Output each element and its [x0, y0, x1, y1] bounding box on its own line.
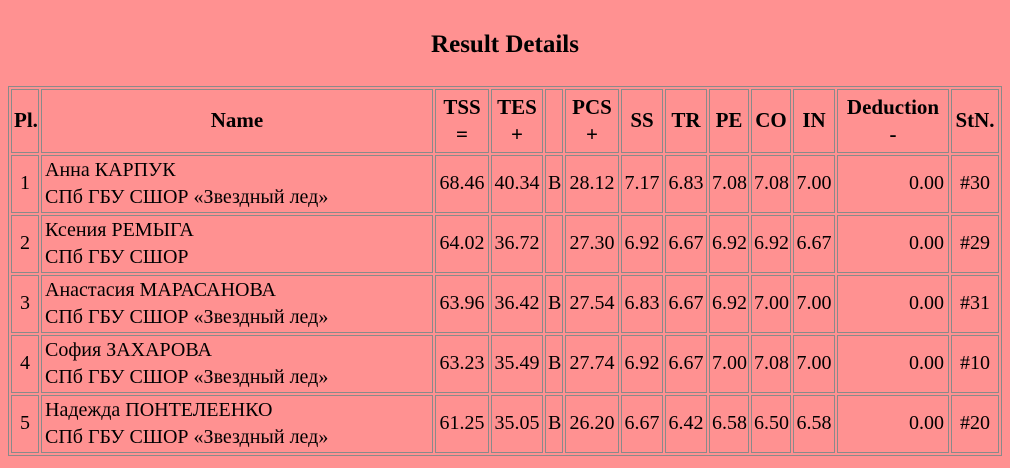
- cell-co: 6.50: [751, 394, 791, 453]
- cell-co: 7.08: [751, 154, 791, 213]
- cell-ss: 6.92: [621, 214, 663, 273]
- cell-pcs: 27.54: [565, 274, 619, 333]
- cell-pcs: 27.74: [565, 334, 619, 393]
- cell-ss: 6.67: [621, 394, 663, 453]
- cell-place: 2: [11, 214, 39, 273]
- cell-start-number: #31: [951, 274, 999, 333]
- cell-pcs: 26.20: [565, 394, 619, 453]
- cell-tss: 63.23: [435, 334, 489, 393]
- cell-name: Анастасия МАРАСАНОВА СПб ГБУ СШОР «Звезд…: [41, 274, 433, 333]
- cell-tr: 6.67: [665, 334, 707, 393]
- cell-deduction: 0.00: [837, 214, 949, 273]
- col-header-ss: SS: [621, 88, 663, 153]
- cell-tr: 6.42: [665, 394, 707, 453]
- col-header-place: Pl.: [11, 88, 39, 153]
- cell-tes: 36.42: [491, 274, 543, 333]
- cell-deduction: 0.00: [837, 274, 949, 333]
- cell-start-number: #29: [951, 214, 999, 273]
- results-table: Pl. Name TSS = TES + PCS + SS TR PE CO I…: [8, 85, 1002, 456]
- cell-bonus: [545, 214, 563, 273]
- cell-start-number: #20: [951, 394, 999, 453]
- col-header-tes: TES +: [491, 88, 543, 153]
- cell-pe: 6.58: [709, 394, 749, 453]
- cell-in: 7.00: [793, 274, 835, 333]
- cell-in: 6.58: [793, 394, 835, 453]
- cell-tr: 6.67: [665, 274, 707, 333]
- cell-in: 7.00: [793, 334, 835, 393]
- col-header-name: Name: [41, 88, 433, 153]
- cell-deduction: 0.00: [837, 394, 949, 453]
- cell-bonus: B: [545, 394, 563, 453]
- cell-start-number: #30: [951, 154, 999, 213]
- cell-name: Надежда ПОНТЕЛЕЕНКО СПб ГБУ СШОР «Звездн…: [41, 394, 433, 453]
- cell-pe: 6.92: [709, 274, 749, 333]
- cell-tr: 6.83: [665, 154, 707, 213]
- cell-start-number: #10: [951, 334, 999, 393]
- cell-tss: 64.02: [435, 214, 489, 273]
- cell-pe: 7.08: [709, 154, 749, 213]
- table-row: 4 София ЗАХАРОВА СПб ГБУ СШОР «Звездный …: [11, 334, 999, 393]
- col-header-stn: StN.: [951, 88, 999, 153]
- cell-tes: 40.34: [491, 154, 543, 213]
- cell-ss: 7.17: [621, 154, 663, 213]
- col-header-bonus: [545, 88, 563, 153]
- cell-deduction: 0.00: [837, 154, 949, 213]
- col-header-in: IN: [793, 88, 835, 153]
- col-header-deduction: Deduction -: [837, 88, 949, 153]
- cell-tes: 35.49: [491, 334, 543, 393]
- cell-tes: 35.05: [491, 394, 543, 453]
- cell-name: Ксения РЕМЫГА СПб ГБУ СШОР: [41, 214, 433, 273]
- table-row: 2 Ксения РЕМЫГА СПб ГБУ СШОР 64.02 36.72…: [11, 214, 999, 273]
- cell-place: 4: [11, 334, 39, 393]
- cell-tss: 61.25: [435, 394, 489, 453]
- cell-place: 1: [11, 154, 39, 213]
- cell-ss: 6.83: [621, 274, 663, 333]
- col-header-pcs: PCS +: [565, 88, 619, 153]
- cell-in: 6.67: [793, 214, 835, 273]
- cell-bonus: B: [545, 334, 563, 393]
- cell-pe: 7.00: [709, 334, 749, 393]
- cell-co: 7.00: [751, 274, 791, 333]
- cell-bonus: B: [545, 274, 563, 333]
- cell-pcs: 27.30: [565, 214, 619, 273]
- cell-tes: 36.72: [491, 214, 543, 273]
- cell-ss: 6.92: [621, 334, 663, 393]
- header-row: Pl. Name TSS = TES + PCS + SS TR PE CO I…: [11, 88, 999, 153]
- cell-deduction: 0.00: [837, 334, 949, 393]
- page-title: Result Details: [431, 31, 579, 58]
- cell-pcs: 28.12: [565, 154, 619, 213]
- col-header-tr: TR: [665, 88, 707, 153]
- cell-pe: 6.92: [709, 214, 749, 273]
- cell-tss: 68.46: [435, 154, 489, 213]
- table-row: 1 Анна КАРПУК СПб ГБУ СШОР «Звездный лед…: [11, 154, 999, 213]
- cell-place: 3: [11, 274, 39, 333]
- cell-name: Анна КАРПУК СПб ГБУ СШОР «Звездный лед»: [41, 154, 433, 213]
- table-row: 3 Анастасия МАРАСАНОВА СПб ГБУ СШОР «Зве…: [11, 274, 999, 333]
- cell-co: 7.08: [751, 334, 791, 393]
- cell-name: София ЗАХАРОВА СПб ГБУ СШОР «Звездный ле…: [41, 334, 433, 393]
- cell-in: 7.00: [793, 154, 835, 213]
- cell-bonus: B: [545, 154, 563, 213]
- cell-tss: 63.96: [435, 274, 489, 333]
- col-header-tss: TSS =: [435, 88, 489, 153]
- cell-place: 5: [11, 394, 39, 453]
- col-header-co: CO: [751, 88, 791, 153]
- cell-co: 6.92: [751, 214, 791, 273]
- col-header-pe: PE: [709, 88, 749, 153]
- cell-tr: 6.67: [665, 214, 707, 273]
- table-row: 5 Надежда ПОНТЕЛЕЕНКО СПб ГБУ СШОР «Звез…: [11, 394, 999, 453]
